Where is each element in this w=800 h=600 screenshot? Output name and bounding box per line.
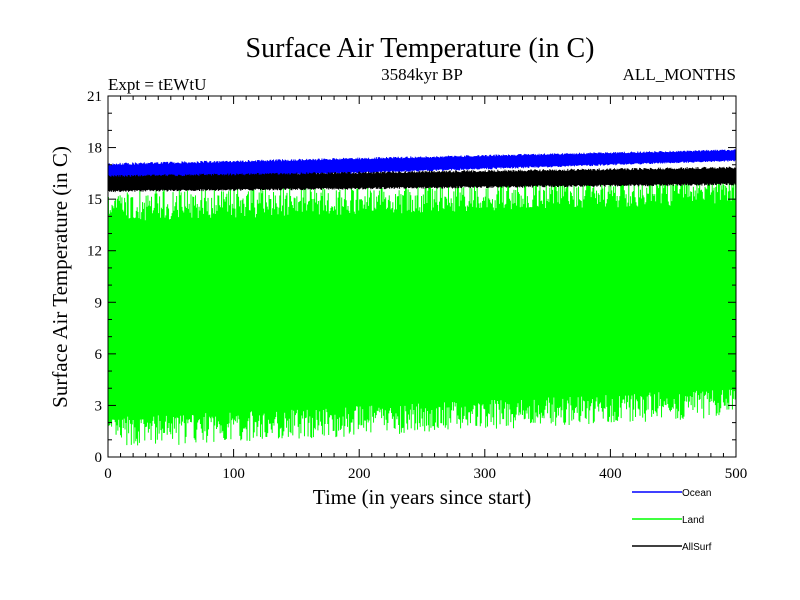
y-axis: 0 3 6 9 12 15 18 21 [87, 89, 736, 466]
x-tick-label: 0 [104, 466, 112, 482]
y-tick-label: 3 [95, 398, 103, 414]
y-tick-label: 6 [95, 347, 103, 363]
time-period-label: 3584kyr BP [381, 65, 463, 84]
x-tick-label: 500 [725, 466, 748, 482]
y-tick-label: 0 [95, 450, 103, 466]
x-tick-label: 400 [599, 466, 622, 482]
series-allsurf-line [107, 166, 737, 193]
x-tick-label: 200 [348, 466, 371, 482]
x-tick-label: 100 [222, 466, 245, 482]
experiment-label: Expt = tEWtU [108, 75, 206, 94]
plot-series [107, 149, 737, 449]
y-tick-label: 15 [87, 192, 102, 208]
series-ocean-line [107, 149, 737, 182]
legend-land-label: Land [682, 515, 704, 526]
y-tick-label: 18 [87, 141, 102, 157]
chart-title: Surface Air Temperature (in C) [246, 33, 595, 64]
y-tick-label: 12 [87, 244, 102, 260]
x-axis: 0 100 200 300 400 500 [104, 96, 747, 482]
y-tick-label: 21 [87, 89, 102, 105]
legend-ocean-label: Ocean [682, 488, 711, 499]
x-tick-label: 300 [474, 466, 497, 482]
y-axis-label: Surface Air Temperature (in C) [48, 146, 72, 408]
series-land-line [107, 175, 737, 449]
y-tick-label: 9 [95, 295, 103, 311]
months-label: ALL_MONTHS [623, 65, 736, 84]
legend-allsurf-label: AllSurf [682, 542, 712, 553]
legend: Ocean Land AllSurf [632, 488, 712, 553]
x-axis-label: Time (in years since start) [313, 485, 532, 509]
